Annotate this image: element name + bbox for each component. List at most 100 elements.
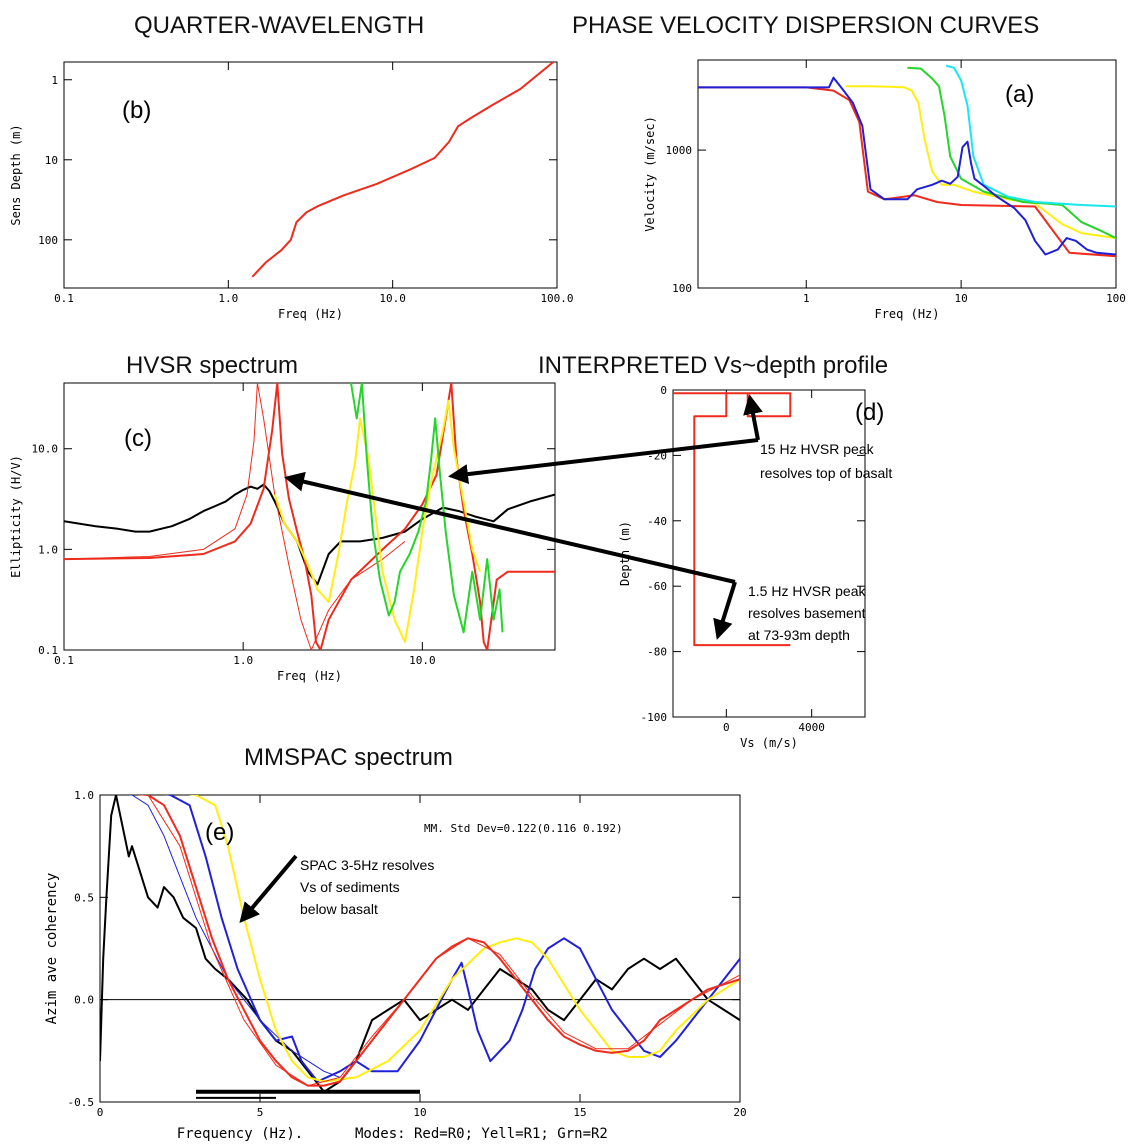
title-phase-velocity: PHASE VELOCITY DISPERSION CURVES	[572, 12, 1040, 39]
y-tick-label: 1000	[666, 144, 693, 157]
arrow-1-5hz-to-profile	[713, 581, 737, 640]
series-line-black	[100, 795, 740, 1093]
series-line-green	[350, 383, 504, 634]
x-axis-label: Frequency (Hz).	[177, 1126, 303, 1142]
y-tick-label: 0.1	[38, 644, 58, 657]
y-axis-label: Ellipticity (H/V)	[9, 455, 23, 578]
chart-b: 0.1 1.0 10.0 100.0 1 10 100 Freq (Hz) Sens Depth…	[9, 61, 574, 321]
plot-frame	[697, 59, 1117, 289]
annotation-spac-line2: Vs of sediments	[300, 879, 400, 895]
stddev-label: MM. Std Dev=0.122(0.116 0.192)	[424, 822, 623, 835]
y-tick-label: 0	[660, 384, 667, 397]
series-line-blue	[698, 76, 1116, 256]
x-tick-label: 10.0	[379, 292, 406, 305]
series-group	[251, 62, 555, 278]
y-tick-label: 10	[45, 154, 58, 167]
x-tick-label: 0	[97, 1106, 104, 1119]
panel-label: (d)	[855, 399, 884, 426]
y-tick-label: 0.0	[74, 994, 94, 1007]
x-tick-label: 4000	[798, 721, 825, 734]
series-group	[64, 383, 555, 650]
x-tick-label: 0.1	[54, 292, 74, 305]
series-group	[673, 390, 792, 647]
y-axis-label: Velocity (m/sec)	[643, 116, 657, 232]
series-line-red_thin	[142, 795, 740, 1087]
series-line-red	[698, 86, 1116, 258]
series-line-cyan	[945, 64, 1116, 208]
y-tick-label: -40	[647, 515, 667, 528]
annotation-hvsr15-line2: resolves top of basalt	[760, 465, 892, 481]
arrow-15hz-to-hvsr	[448, 438, 759, 485]
annotation-hvsr1-5-line2: resolves basement	[748, 605, 866, 621]
modes-legend: Modes: Red=R0; Yell=R1; Grn=R2	[355, 1126, 608, 1142]
series-group	[698, 64, 1116, 258]
x-tick-label: 10.0	[409, 654, 436, 667]
y-tick-label: -80	[647, 646, 667, 659]
y-axis-label: Depth (m)	[618, 521, 632, 586]
x-tick-label: 100	[1106, 292, 1126, 305]
x-tick-label: 1.0	[233, 654, 253, 667]
chart-e: 0 5 10 15 20 -0.5 0.0 0.5 1.0 Frequency (Hz). Azim…	[44, 789, 747, 1142]
x-tick-label: 0.1	[54, 654, 74, 667]
x-tick-label: 1.0	[218, 292, 238, 305]
panel-label: (e)	[205, 819, 234, 846]
title-quarter-wavelength: QUARTER-WAVELENGTH	[134, 12, 425, 39]
series-line-red	[673, 390, 792, 647]
annotation-hvsr15-line1: 15 Hz HVSR peak	[760, 441, 875, 457]
y-tick-label: -60	[647, 580, 667, 593]
series-group	[100, 795, 740, 1099]
panel-label: (a)	[1005, 81, 1034, 108]
series-line-blue_thin	[128, 795, 341, 1078]
x-axis-label: Freq (Hz)	[277, 669, 342, 683]
chart-a: 1 10 100 100 1000 Freq (Hz) Velocity (m/sec) (a…	[643, 59, 1126, 321]
x-tick-label: 10	[413, 1106, 426, 1119]
series-line-red	[251, 62, 555, 278]
series-line-blue	[165, 795, 740, 1083]
x-axis-label: Freq (Hz)	[874, 307, 939, 321]
annotation-hvsr15: 15 Hz HVSR peak resolves top of basalt	[760, 441, 892, 481]
x-axis-label: Freq (Hz)	[278, 307, 343, 321]
y-tick-label: -0.5	[68, 1096, 95, 1109]
y-tick-label: 0.5	[74, 891, 94, 904]
annotation-spac: SPAC 3-5Hz resolves Vs of sediments belo…	[300, 857, 434, 917]
y-tick-label: 1	[51, 74, 58, 87]
x-tick-label: 20	[733, 1106, 746, 1119]
y-tick-label: 10.0	[32, 443, 59, 456]
annotation-hvsr1-5-line1: 1.5 Hz HVSR peak	[748, 583, 866, 599]
x-tick-label: 0	[723, 721, 730, 734]
plot-frame	[672, 389, 866, 718]
x-tick-label: 5	[257, 1106, 264, 1119]
series-line-red_thin	[64, 383, 406, 650]
y-axis-label: Azim ave coherency	[44, 873, 60, 1025]
chart-c: 0.1 1.0 10.0 0.1 1.0 10.0 Freq (Hz) Ellipticity…	[9, 382, 556, 683]
title-interpreted: INTERPRETED Vs~depth profile	[538, 352, 889, 379]
x-tick-label: 1	[803, 292, 810, 305]
y-axis-label: Sens Depth (m)	[9, 124, 23, 225]
panel-label: (b)	[122, 97, 151, 124]
plot-frame	[63, 61, 558, 289]
arrow-15hz-to-profile	[743, 394, 763, 441]
y-tick-label: 100	[38, 234, 58, 247]
annotation-spac-line3: below basalt	[300, 901, 378, 917]
panel-label: (c)	[124, 425, 152, 452]
title-hvsr: HVSR spectrum	[126, 352, 299, 379]
x-axis-label: Vs (m/s)	[740, 736, 798, 750]
y-tick-label: 100	[672, 282, 692, 295]
annotation-hvsr1-5-line3: at 73-93m depth	[748, 627, 850, 643]
y-tick-label: 1.0	[74, 789, 94, 802]
x-tick-label: 10	[955, 292, 968, 305]
series-line-black	[64, 483, 555, 586]
y-tick-label: -100	[641, 711, 668, 724]
title-mmspac: MMSPAC spectrum	[244, 744, 453, 771]
arrow-spac	[239, 854, 298, 924]
x-tick-label: 100.0	[540, 292, 573, 305]
series-line-yellow	[845, 85, 1116, 240]
arrow-1-5hz-to-hvsr	[284, 471, 736, 584]
series-line-yellow	[188, 795, 740, 1083]
y-tick-label: 1.0	[38, 543, 58, 556]
x-tick-label: 15	[573, 1106, 586, 1119]
series-line-yellow	[273, 399, 482, 643]
series-line-green	[907, 66, 1116, 239]
